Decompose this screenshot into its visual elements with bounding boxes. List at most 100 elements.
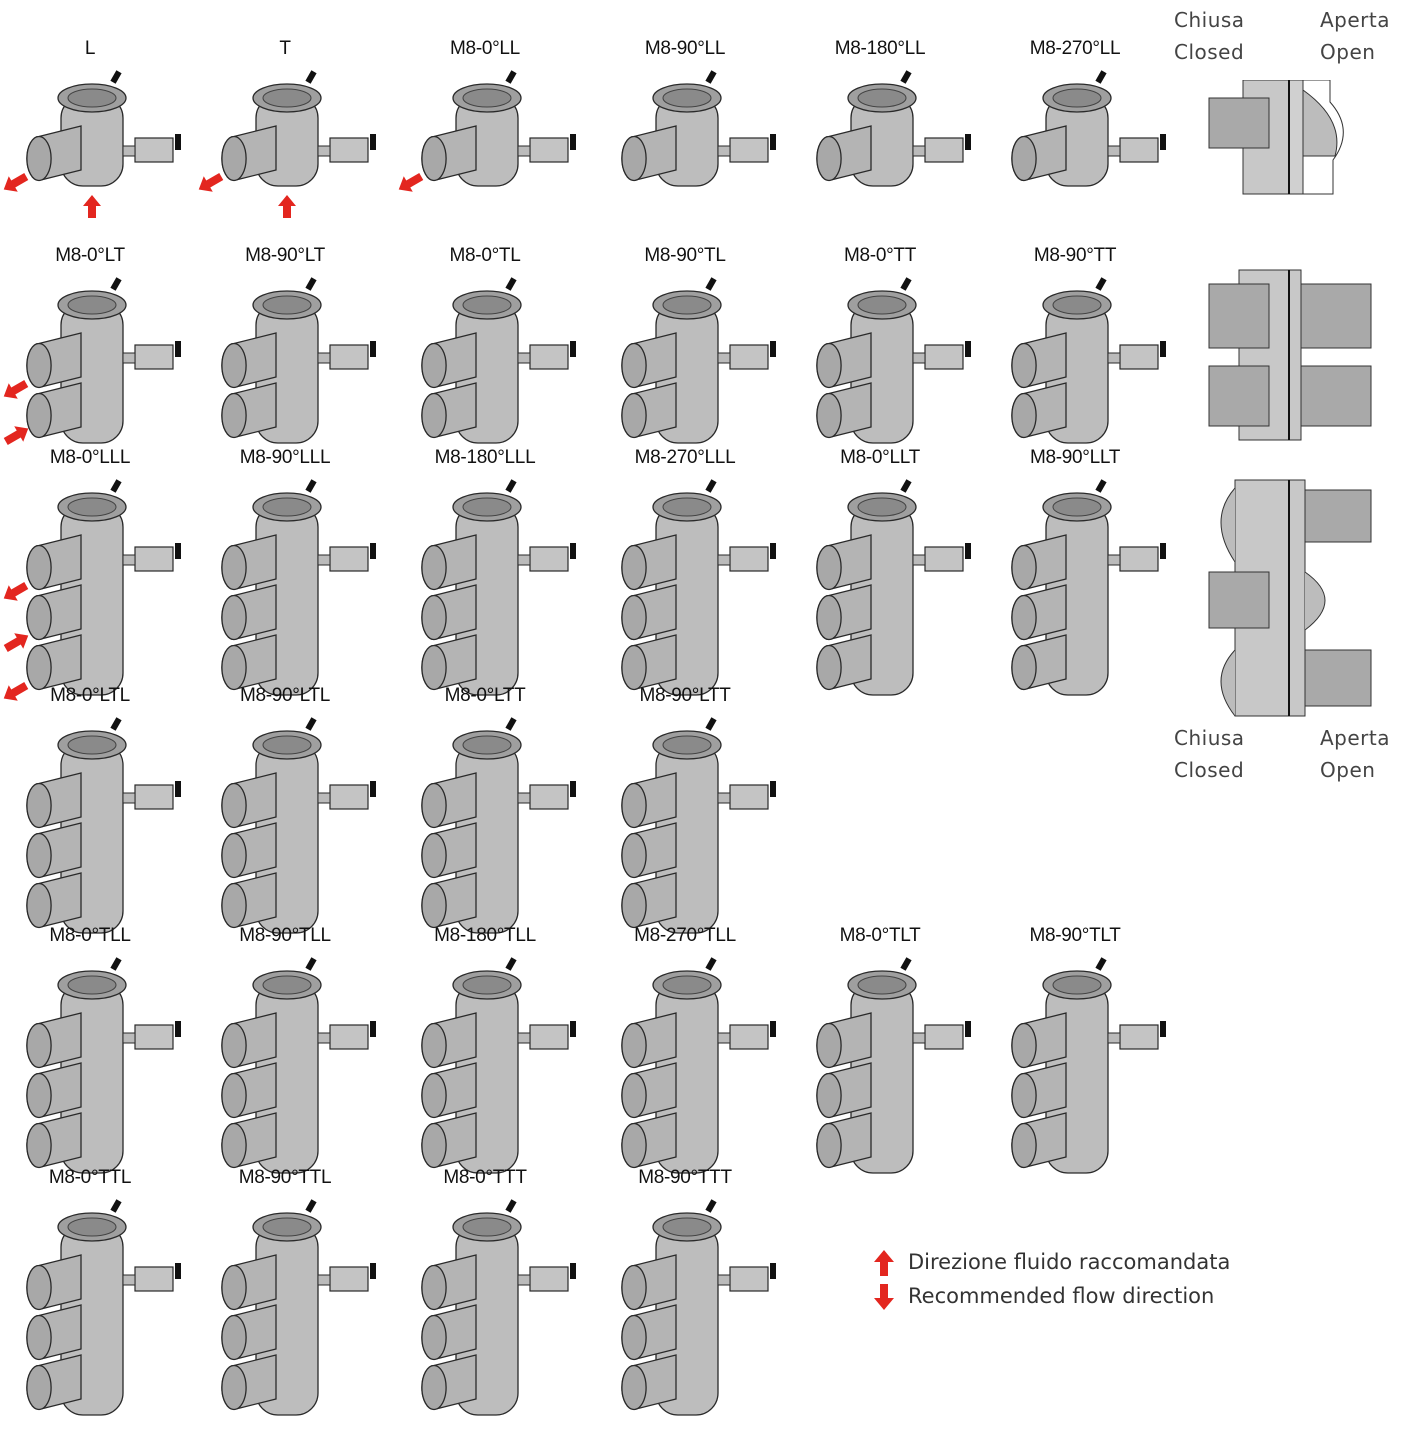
actuator bbox=[924, 546, 964, 572]
valve-item: M8-90°LT bbox=[190, 245, 380, 455]
valve-item: M8-90°TLL bbox=[190, 925, 380, 1174]
flow-arrow-icon bbox=[3, 426, 29, 445]
valve-label: M8-0°LL bbox=[450, 38, 520, 59]
valve-item: M8-0°TT bbox=[785, 245, 975, 455]
open-it: Aperta bbox=[1320, 726, 1391, 750]
valve-drawing bbox=[221, 717, 376, 934]
valve-label: M8-90°TT bbox=[1033, 245, 1117, 266]
valve-label: M8-0°TLT bbox=[839, 925, 921, 946]
cross-section-drawings bbox=[1208, 80, 1372, 717]
valve-item: M8-0°TTL bbox=[0, 1167, 185, 1416]
flow-arrow-icon bbox=[278, 195, 296, 218]
valve-label: M8-90°LL bbox=[644, 38, 726, 59]
actuator bbox=[529, 137, 569, 163]
actuator bbox=[329, 784, 369, 810]
valve-label: M8-0°TTT bbox=[443, 1167, 527, 1188]
valve-label: M8-180°LLL bbox=[434, 447, 536, 468]
valve-drawing bbox=[621, 1199, 776, 1416]
valve-drawing bbox=[816, 70, 971, 187]
valve-item: M8-90°LLL bbox=[190, 447, 380, 696]
flow-arrow-icon bbox=[83, 195, 101, 218]
valve-item: M8-0°TLT bbox=[785, 925, 975, 1174]
valve-drawing bbox=[1011, 277, 1166, 444]
valve-label: M8-270°LL bbox=[1029, 38, 1121, 59]
actuator bbox=[924, 344, 964, 370]
open-it: Aperta bbox=[1320, 8, 1391, 32]
valve-label: M8-90°LLL bbox=[239, 447, 331, 468]
valve-item: M8-90°LLT bbox=[980, 447, 1170, 696]
valve-item: M8-90°LTL bbox=[190, 685, 380, 934]
valve-drawing bbox=[816, 277, 971, 444]
actuator bbox=[729, 1024, 769, 1050]
actuator bbox=[729, 784, 769, 810]
valve-label: M8-180°LL bbox=[834, 38, 926, 59]
actuator bbox=[134, 546, 174, 572]
actuator bbox=[134, 344, 174, 370]
valve-item: M8-90°TL bbox=[590, 245, 780, 455]
valve-item: M8-90°TTL bbox=[190, 1167, 380, 1416]
valve-label: M8-0°TLL bbox=[49, 925, 131, 946]
valve-label: M8-0°LLT bbox=[840, 447, 920, 468]
arrow-down-icon bbox=[874, 1284, 894, 1310]
flow-arrow-icon bbox=[3, 633, 29, 652]
actuator bbox=[1119, 546, 1159, 572]
valve-label: M8-270°LLL bbox=[634, 447, 736, 468]
valve-drawing bbox=[221, 1199, 376, 1416]
valve-item: M8-90°TLT bbox=[980, 925, 1170, 1174]
closed-label-bottom: Chiusa Closed bbox=[1174, 722, 1245, 786]
valve-item: T bbox=[190, 38, 380, 248]
valve-label: M8-0°TT bbox=[844, 245, 916, 266]
flow-arrow-icon bbox=[3, 380, 29, 399]
valve-label: M8-90°TLL bbox=[239, 925, 331, 946]
closed-en: Closed bbox=[1174, 40, 1245, 64]
valve-item: M8-0°LL bbox=[390, 38, 580, 248]
valve-item: M8-0°LLT bbox=[785, 447, 975, 696]
valve-item: L bbox=[0, 38, 185, 248]
valve-label: M8-0°TTL bbox=[48, 1167, 132, 1188]
valve-drawing bbox=[221, 957, 376, 1174]
valve-label: M8-90°TLT bbox=[1029, 925, 1121, 946]
valve-item: M8-180°TLL bbox=[390, 925, 580, 1174]
actuator bbox=[329, 1024, 369, 1050]
valve-drawing bbox=[221, 277, 376, 444]
flow-arrow-icon bbox=[3, 173, 29, 192]
actuator bbox=[329, 546, 369, 572]
actuator bbox=[329, 1266, 369, 1292]
valve-label: M8-90°TTL bbox=[238, 1167, 332, 1188]
valve-item: M8-0°TL bbox=[390, 245, 580, 455]
actuator bbox=[729, 344, 769, 370]
valve-drawing bbox=[421, 479, 576, 696]
valve-item: M8-90°TTT bbox=[590, 1167, 780, 1416]
valve-item: M8-270°LLL bbox=[590, 447, 780, 696]
closed-label-top: Chiusa Closed bbox=[1174, 4, 1245, 68]
valve-item: M8-0°TLL bbox=[0, 925, 185, 1174]
valve-label: M8-180°TLL bbox=[434, 925, 536, 946]
actuator bbox=[1119, 344, 1159, 370]
valve-drawing bbox=[621, 70, 776, 187]
valve-label: M8-90°TTT bbox=[638, 1167, 732, 1188]
valve-label: T bbox=[279, 38, 291, 59]
valve-label: M8-90°LTL bbox=[239, 685, 331, 706]
actuator bbox=[529, 784, 569, 810]
valve-item: M8-270°TLL bbox=[590, 925, 780, 1174]
open-en: Open bbox=[1320, 40, 1376, 64]
actuator bbox=[134, 784, 174, 810]
flow-arrow-icon bbox=[3, 682, 29, 701]
valve-label: M8-0°TL bbox=[449, 245, 521, 266]
actuator bbox=[529, 546, 569, 572]
valve-item: M8-90°TT bbox=[980, 245, 1170, 455]
actuator bbox=[134, 1266, 174, 1292]
valve-label: M8-0°LT bbox=[55, 245, 125, 266]
valve-label: M8-0°LTT bbox=[444, 685, 526, 706]
actuator bbox=[924, 1024, 964, 1050]
valve-drawing bbox=[621, 717, 776, 934]
actuator bbox=[1119, 137, 1159, 163]
actuator bbox=[729, 546, 769, 572]
actuator bbox=[329, 137, 369, 163]
valve-item: M8-270°LL bbox=[980, 38, 1170, 248]
valve-drawing bbox=[26, 957, 181, 1174]
actuator bbox=[529, 1266, 569, 1292]
closed-en: Closed bbox=[1174, 758, 1245, 782]
valve-drawing bbox=[26, 717, 181, 934]
flow-arrow-icon bbox=[3, 582, 29, 601]
